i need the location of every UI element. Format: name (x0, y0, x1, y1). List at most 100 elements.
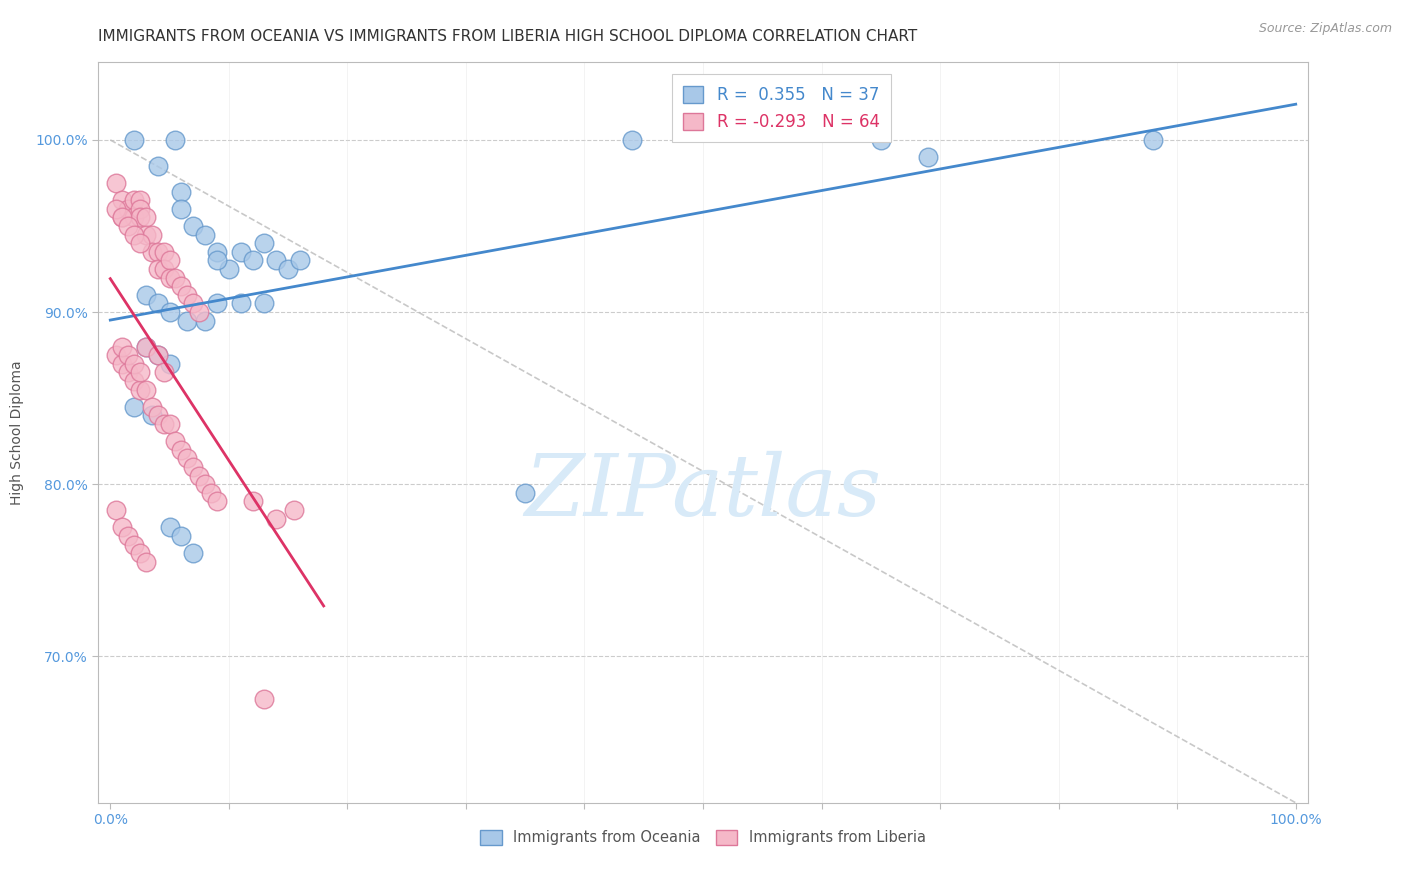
Point (288, 253, 311, 268)
Point (176, 288, 198, 302)
Point (146, 296, 169, 310)
Y-axis label: High School Diploma: High School Diploma (10, 360, 24, 505)
Point (105, 202, 128, 216)
Point (188, 305, 211, 319)
Point (117, 219, 139, 233)
Point (135, 211, 157, 225)
Point (170, 185, 193, 199)
Point (264, 512, 287, 526)
Point (141, 400, 163, 414)
Point (176, 451, 198, 466)
Point (141, 409, 163, 423)
Point (242, 494, 264, 508)
Point (205, 244, 228, 259)
Point (146, 348, 169, 362)
Point (129, 383, 152, 397)
Point (170, 529, 193, 543)
Point (146, 244, 169, 259)
Point (152, 244, 174, 259)
Point (200, 486, 222, 500)
Point (117, 202, 139, 216)
Point (181, 546, 204, 560)
Point (135, 288, 157, 302)
Point (170, 279, 193, 293)
Point (181, 296, 204, 310)
Point (122, 357, 145, 371)
Point (205, 494, 228, 508)
Point (135, 339, 157, 353)
Point (176, 314, 198, 328)
Point (117, 365, 139, 379)
Point (152, 365, 174, 379)
Point (122, 211, 145, 225)
Point (159, 520, 181, 534)
Point (129, 211, 152, 225)
Point (111, 339, 134, 353)
Point (869, 133, 891, 147)
Point (135, 383, 157, 397)
Point (117, 348, 139, 362)
Point (917, 150, 939, 164)
Point (129, 236, 152, 251)
Point (194, 227, 217, 242)
Point (105, 176, 128, 190)
Point (111, 357, 134, 371)
Point (515, 486, 537, 500)
Point (188, 468, 211, 483)
Point (242, 253, 264, 268)
Point (122, 374, 145, 388)
Point (141, 227, 163, 242)
Point (264, 253, 287, 268)
Point (111, 211, 134, 225)
Point (146, 262, 169, 277)
Point (135, 339, 157, 353)
Point (117, 529, 139, 543)
Point (146, 159, 169, 173)
Point (170, 442, 193, 457)
Point (205, 253, 228, 268)
Point (146, 409, 169, 423)
Point (135, 555, 157, 569)
Text: IMMIGRANTS FROM OCEANIA VS IMMIGRANTS FROM LIBERIA HIGH SCHOOL DIPLOMA CORRELATI: IMMIGRANTS FROM OCEANIA VS IMMIGRANTS FR… (98, 29, 918, 44)
Point (146, 348, 169, 362)
Point (129, 193, 152, 207)
Point (283, 503, 305, 517)
Point (620, 133, 643, 147)
Point (105, 348, 128, 362)
Legend: Immigrants from Oceania, Immigrants from Liberia: Immigrants from Oceania, Immigrants from… (474, 824, 932, 851)
Point (170, 202, 193, 216)
Point (165, 434, 187, 449)
Point (277, 262, 299, 277)
Point (141, 244, 163, 259)
Point (159, 253, 181, 268)
Text: Source: ZipAtlas.com: Source: ZipAtlas.com (1258, 22, 1392, 36)
Point (165, 270, 187, 285)
Point (253, 692, 276, 706)
Point (194, 314, 217, 328)
Text: ZIPatlas: ZIPatlas (524, 450, 882, 533)
Point (218, 262, 240, 277)
Point (159, 417, 181, 431)
Point (229, 244, 252, 259)
Point (152, 262, 174, 277)
Point (105, 503, 128, 517)
Point (129, 202, 152, 216)
Point (122, 193, 145, 207)
Point (253, 296, 276, 310)
Point (205, 296, 228, 310)
Point (135, 227, 157, 242)
Point (122, 537, 145, 551)
Point (129, 546, 152, 560)
Point (194, 477, 217, 491)
Point (229, 296, 252, 310)
Point (122, 133, 145, 147)
Point (152, 417, 174, 431)
Point (122, 227, 145, 242)
Point (253, 236, 276, 251)
Point (165, 133, 187, 147)
Point (1142, 133, 1164, 147)
Point (111, 520, 134, 534)
Point (159, 357, 181, 371)
Point (111, 193, 134, 207)
Point (129, 365, 152, 379)
